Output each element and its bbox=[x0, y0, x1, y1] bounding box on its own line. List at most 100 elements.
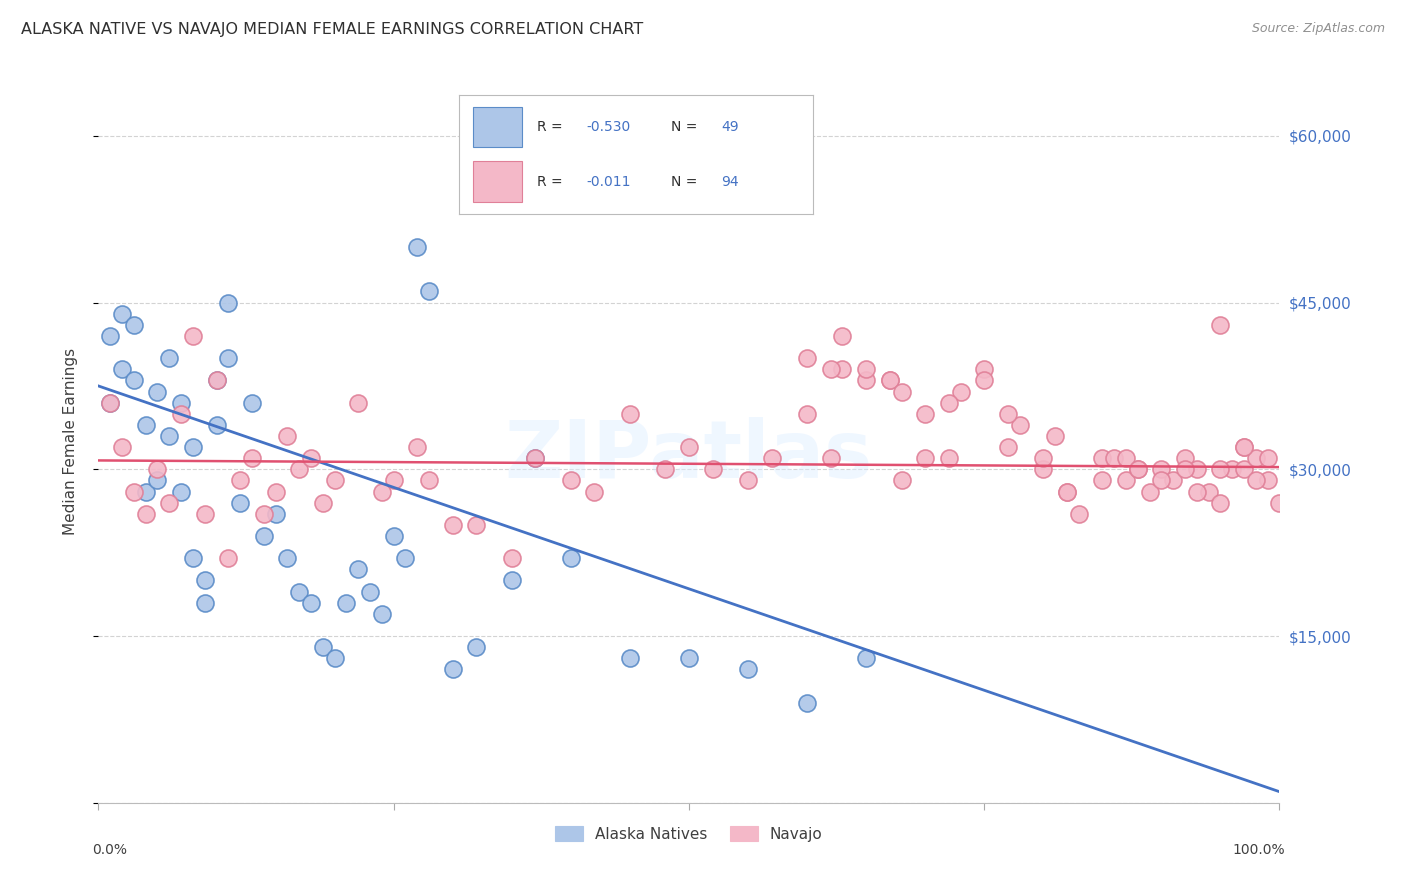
Point bbox=[229, 474, 252, 488]
Point bbox=[973, 362, 995, 376]
Point bbox=[135, 417, 157, 432]
Point bbox=[1257, 474, 1279, 488]
Point bbox=[441, 662, 464, 676]
Point bbox=[418, 474, 440, 488]
Point bbox=[465, 517, 488, 532]
Point bbox=[914, 407, 936, 421]
Point bbox=[347, 562, 370, 576]
Point bbox=[855, 373, 877, 387]
Point bbox=[181, 440, 204, 454]
Point bbox=[678, 440, 700, 454]
Point bbox=[1139, 484, 1161, 499]
Point bbox=[560, 551, 582, 566]
Point bbox=[240, 451, 263, 466]
Point bbox=[1209, 318, 1232, 332]
Point bbox=[157, 351, 180, 366]
Text: Source: ZipAtlas.com: Source: ZipAtlas.com bbox=[1251, 22, 1385, 36]
Point bbox=[98, 395, 121, 409]
Point bbox=[122, 484, 145, 499]
Point bbox=[1126, 462, 1149, 476]
Point bbox=[441, 517, 464, 532]
Point bbox=[1067, 507, 1090, 521]
Point bbox=[1126, 462, 1149, 476]
Point bbox=[1209, 496, 1232, 510]
Point bbox=[1115, 474, 1137, 488]
Point bbox=[312, 640, 335, 655]
Point bbox=[217, 551, 239, 566]
Point bbox=[111, 362, 134, 376]
Point bbox=[524, 451, 547, 466]
Y-axis label: Median Female Earnings: Median Female Earnings bbox=[63, 348, 77, 535]
Point bbox=[205, 373, 228, 387]
Point bbox=[619, 651, 641, 665]
Point bbox=[1091, 451, 1114, 466]
Point bbox=[1150, 474, 1173, 488]
Point bbox=[737, 474, 759, 488]
Point bbox=[217, 351, 239, 366]
Point bbox=[997, 440, 1019, 454]
Point bbox=[524, 451, 547, 466]
Point bbox=[181, 329, 204, 343]
Point bbox=[796, 407, 818, 421]
Point bbox=[938, 395, 960, 409]
Point bbox=[194, 574, 217, 588]
Point bbox=[465, 640, 488, 655]
Point bbox=[1220, 462, 1243, 476]
Point bbox=[619, 407, 641, 421]
Point bbox=[1056, 484, 1078, 499]
Point bbox=[382, 474, 405, 488]
Point bbox=[1032, 451, 1054, 466]
Point bbox=[1268, 496, 1291, 510]
Point bbox=[1185, 484, 1208, 499]
Point bbox=[194, 507, 217, 521]
Point bbox=[914, 451, 936, 466]
Point bbox=[583, 484, 606, 499]
Point bbox=[737, 662, 759, 676]
Text: 100.0%: 100.0% bbox=[1233, 843, 1285, 856]
Point bbox=[1091, 474, 1114, 488]
Point bbox=[1174, 462, 1197, 476]
Point bbox=[501, 574, 523, 588]
Point bbox=[820, 451, 842, 466]
Point bbox=[146, 462, 169, 476]
Point bbox=[1174, 451, 1197, 466]
Point bbox=[146, 474, 169, 488]
Point bbox=[406, 440, 429, 454]
Point bbox=[890, 384, 912, 399]
Point bbox=[98, 395, 121, 409]
Point bbox=[1043, 429, 1066, 443]
Point bbox=[111, 307, 134, 321]
Point bbox=[170, 484, 193, 499]
Point bbox=[654, 462, 676, 476]
Point bbox=[276, 429, 298, 443]
Point bbox=[418, 285, 440, 299]
Point bbox=[253, 529, 276, 543]
Point bbox=[335, 596, 357, 610]
Point bbox=[312, 496, 335, 510]
Point bbox=[949, 384, 972, 399]
Point bbox=[1233, 462, 1256, 476]
Point bbox=[1008, 417, 1031, 432]
Point bbox=[157, 496, 180, 510]
Point bbox=[1244, 451, 1267, 466]
Point bbox=[181, 551, 204, 566]
Point bbox=[973, 373, 995, 387]
Point bbox=[299, 596, 322, 610]
Point bbox=[382, 529, 405, 543]
Point bbox=[938, 451, 960, 466]
Point bbox=[560, 474, 582, 488]
Text: 0.0%: 0.0% bbox=[93, 843, 128, 856]
Point bbox=[371, 607, 394, 621]
Point bbox=[288, 462, 311, 476]
Point bbox=[157, 429, 180, 443]
Point bbox=[1244, 474, 1267, 488]
Point bbox=[146, 384, 169, 399]
Point bbox=[831, 362, 853, 376]
Point bbox=[1185, 462, 1208, 476]
Point bbox=[170, 407, 193, 421]
Point bbox=[122, 373, 145, 387]
Point bbox=[820, 362, 842, 376]
Point bbox=[276, 551, 298, 566]
Point bbox=[796, 696, 818, 710]
Text: ZIPatlas: ZIPatlas bbox=[505, 417, 873, 495]
